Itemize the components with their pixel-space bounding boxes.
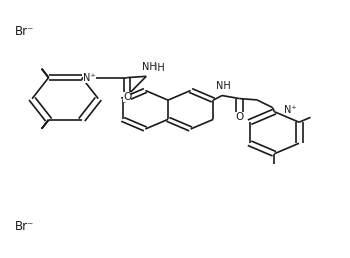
Text: Br⁻: Br⁻	[15, 220, 34, 233]
Text: NH: NH	[216, 81, 231, 91]
Text: NH: NH	[150, 63, 165, 73]
Text: N⁺: N⁺	[84, 73, 96, 83]
Text: Br⁻: Br⁻	[15, 25, 34, 38]
Text: NH: NH	[142, 62, 156, 72]
Text: O: O	[235, 112, 244, 122]
Text: O: O	[123, 92, 131, 102]
Text: N⁺: N⁺	[284, 106, 297, 115]
